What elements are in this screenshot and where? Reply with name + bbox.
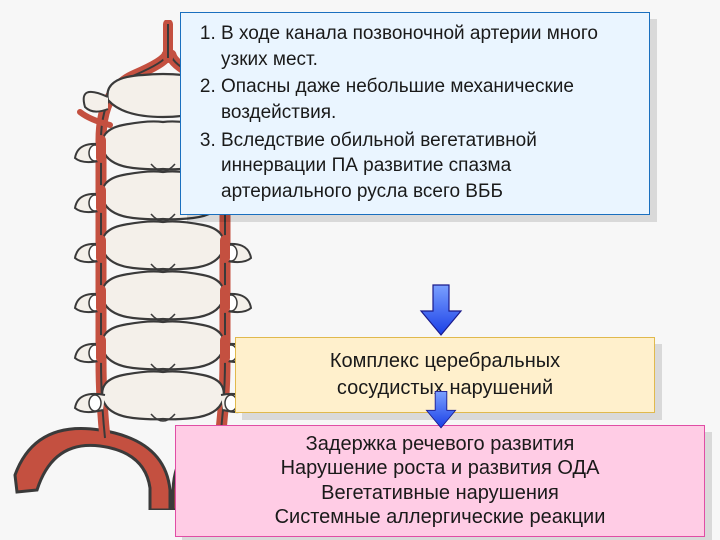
consequences-box: Задержка речевого развития Нарушение рос…: [175, 425, 705, 537]
causes-list: В ходе канала позвоночной артерии много …: [197, 21, 633, 204]
consequence-line-3: Вегетативные нарушения: [188, 481, 692, 505]
cause-item-1: В ходе канала позвоночной артерии много …: [221, 21, 633, 72]
cause-item-2: Опасны даже небольшие механические возде…: [221, 74, 633, 125]
arrow-down-icon: [417, 390, 465, 430]
consequence-line-4: Системные аллергические реакции: [188, 505, 692, 529]
causes-box: В ходе канала позвоночной артерии много …: [180, 12, 650, 215]
consequence-line-1: Задержка речевого развития: [188, 432, 692, 456]
cause-item-3: Вследствие обильной вегетативной иннерва…: [221, 128, 633, 205]
complex-line-1: Комплекс церебральных: [254, 348, 636, 375]
consequence-line-2: Нарушение роста и развития ОДА: [188, 456, 692, 480]
arrow-down-icon: [417, 283, 465, 338]
